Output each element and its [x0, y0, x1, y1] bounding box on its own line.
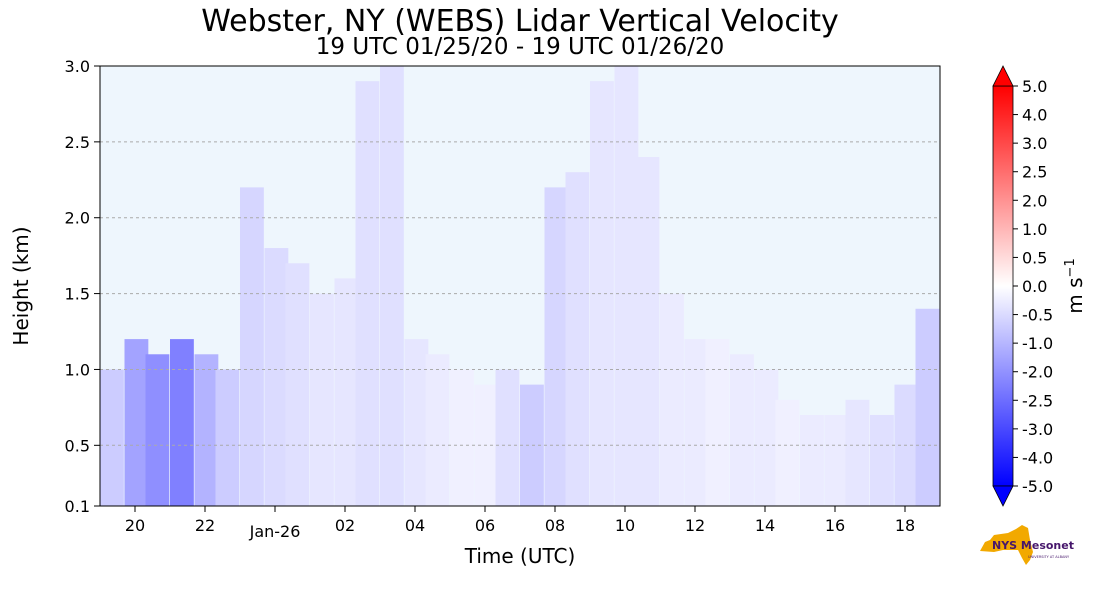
y-axis-label: Height (km): [9, 226, 33, 345]
y-tick-label: 3.0: [65, 57, 90, 76]
velocity-cell: [240, 187, 264, 506]
chart-title: Webster, NY (WEBS) Lidar Vertical Veloci…: [201, 4, 839, 39]
velocity-cell: [614, 66, 639, 506]
x-tick-label: 04: [405, 516, 425, 535]
x-axis: 20 22 Jan-26 02 04 06 08 10 12 14 16 18: [125, 506, 915, 541]
colorbar: 5.0 4.0 3.0 2.5 2.0 1.0 0.5 0.0 -0.5 -1.0 -2.0 -2.5…: [992, 65, 1087, 507]
velocity-cell: [310, 293, 334, 506]
velocity-cell: [705, 339, 730, 506]
colorbar-tick-label: 3.0: [1022, 134, 1047, 153]
logo-subtext: UNIVERSITY AT ALBANY: [1028, 555, 1070, 559]
velocity-cell: [730, 354, 754, 506]
velocity-cell: [754, 369, 779, 506]
colorbar-tick-label: 5.0: [1022, 77, 1047, 96]
nys-mesonet-logo: NYS Mesonet UNIVERSITY AT ALBANY: [980, 525, 1074, 565]
y-tick-label: 0.1: [65, 497, 90, 516]
colorbar-extend-top: [992, 65, 1014, 87]
ny-state-shape-icon: [980, 525, 1033, 565]
velocity-cell: [170, 339, 194, 506]
velocity-cell: [544, 187, 569, 506]
velocity-cells: [100, 66, 940, 506]
x-tick-label: 06: [475, 516, 495, 535]
colorbar-tick-label: -4.0: [1022, 448, 1053, 467]
y-axis: 0.1 0.5 1.0 1.5 2.0 2.5 3.0: [65, 57, 100, 516]
x-tick-label: 20: [125, 516, 145, 535]
x-tick-label: 08: [545, 516, 565, 535]
colorbar-tick-label: 2.5: [1022, 163, 1047, 182]
velocity-cell: [684, 339, 709, 506]
velocity-cell: [194, 354, 219, 506]
y-tick-label: 2.5: [65, 133, 90, 152]
velocity-cell: [285, 263, 310, 506]
velocity-cell: [565, 172, 590, 506]
colorbar-tick-label: -2.5: [1022, 391, 1053, 410]
chart-subtitle: 19 UTC 01/25/20 - 19 UTC 01/26/20: [315, 34, 725, 60]
velocity-cell: [775, 399, 800, 506]
y-tick-label: 2.0: [65, 209, 90, 228]
colorbar-tick-label: 0.0: [1022, 277, 1047, 296]
velocity-cell: [425, 354, 450, 506]
x-tick-label: 14: [755, 516, 775, 535]
velocity-cell: [800, 414, 824, 506]
velocity-cell: [450, 369, 474, 506]
velocity-cell: [495, 369, 520, 506]
colorbar-tick-label: -0.5: [1022, 306, 1053, 325]
x-tick-label: 16: [825, 516, 845, 535]
velocity-cell: [870, 414, 894, 506]
y-tick-label: 1.0: [65, 360, 90, 379]
x-tick-label: Jan-26: [249, 522, 301, 541]
x-axis-label: Time (UTC): [464, 544, 576, 568]
colorbar-ticks: 5.0 4.0 3.0 2.5 2.0 1.0 0.5 0.0 -0.5 -1.0 -2.0 -2.5…: [1013, 77, 1053, 496]
x-tick-label: 12: [685, 516, 705, 535]
velocity-cell: [334, 278, 359, 506]
colorbar-tick-label: -2.0: [1022, 363, 1053, 382]
x-tick-label: 18: [895, 516, 915, 535]
colorbar-tick-label: 0.5: [1022, 248, 1047, 267]
velocity-cell: [660, 293, 684, 506]
velocity-cell: [635, 157, 660, 506]
x-tick-label: 02: [335, 516, 355, 535]
colorbar-tick-label: -1.0: [1022, 334, 1053, 353]
colorbar-label: m s−1: [1063, 258, 1087, 313]
colorbar-gradient: [992, 85, 1014, 487]
velocity-cell: [845, 399, 870, 506]
y-tick-label: 0.5: [65, 436, 90, 455]
velocity-cell: [145, 354, 170, 506]
y-tick-label: 1.5: [65, 285, 90, 304]
colorbar-tick-label: 1.0: [1022, 220, 1047, 239]
velocity-cell: [355, 81, 380, 506]
colorbar-tick-label: -3.0: [1022, 420, 1053, 439]
velocity-cell: [824, 414, 849, 506]
velocity-cell: [380, 66, 404, 506]
velocity-cell: [520, 384, 544, 506]
velocity-cell: [215, 369, 240, 506]
grid-lines: [100, 141, 940, 446]
colorbar-tick-label: 4.0: [1022, 106, 1047, 125]
logo-text: NYS Mesonet: [992, 539, 1074, 552]
velocity-cell: [915, 308, 940, 506]
x-tick-label: 22: [195, 516, 215, 535]
colorbar-tick-label: -5.0: [1022, 477, 1053, 496]
colorbar-extend-bottom: [992, 485, 1014, 507]
velocity-cell: [124, 339, 149, 506]
velocity-cell: [404, 339, 429, 506]
x-tick-label: 10: [615, 516, 635, 535]
plot-frame: [99, 65, 941, 507]
colorbar-tick-label: 2.0: [1022, 191, 1047, 210]
velocity-cell: [264, 248, 289, 506]
velocity-cell: [590, 81, 614, 506]
velocity-cell: [100, 369, 124, 506]
